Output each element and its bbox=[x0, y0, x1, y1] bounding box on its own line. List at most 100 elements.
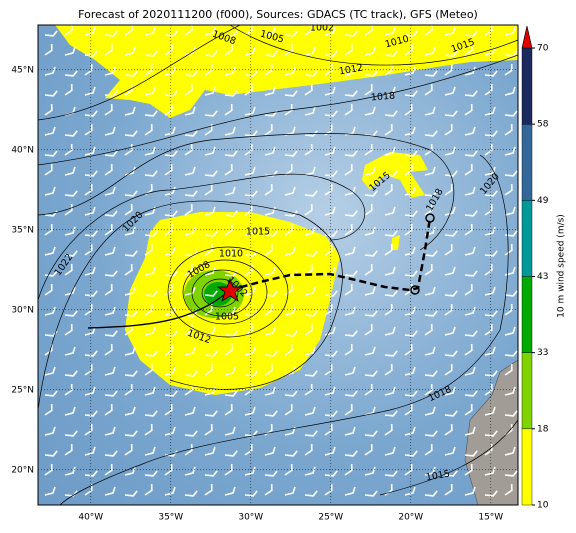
wind-barb bbox=[204, 470, 218, 477]
wind-barb bbox=[244, 25, 253, 36]
wind-barb bbox=[304, 490, 318, 497]
wind-barb bbox=[384, 170, 398, 177]
wind-barb bbox=[184, 346, 196, 356]
track-forecast bbox=[229, 217, 432, 292]
wind-barb bbox=[324, 470, 338, 477]
wind-barb bbox=[344, 486, 356, 496]
wind-barb bbox=[384, 266, 396, 276]
wind-barb bbox=[104, 66, 116, 76]
wind-barb bbox=[64, 46, 76, 56]
wind-barb bbox=[264, 184, 273, 196]
wind-barb bbox=[144, 304, 153, 316]
wind-barb bbox=[264, 290, 278, 297]
wind-barb bbox=[404, 330, 418, 337]
wind-barb bbox=[124, 190, 138, 197]
wind-barb bbox=[44, 126, 56, 136]
wind-barb bbox=[84, 206, 96, 216]
wind-barb bbox=[324, 350, 338, 357]
wind-barb bbox=[484, 25, 493, 36]
wind-barb bbox=[144, 446, 156, 456]
wind-barb bbox=[424, 324, 433, 336]
wind-barb bbox=[464, 330, 478, 337]
wind-barb bbox=[464, 426, 476, 436]
wind-barb bbox=[504, 110, 518, 117]
wind-barb bbox=[164, 104, 173, 116]
wind-barb bbox=[164, 366, 176, 376]
wind-barb bbox=[504, 50, 518, 57]
wind-barb bbox=[204, 26, 216, 36]
wind-barb bbox=[304, 286, 316, 296]
wind-barb bbox=[364, 430, 378, 437]
wind-barb bbox=[264, 230, 278, 237]
wind-barb bbox=[84, 350, 98, 357]
wind-barb bbox=[284, 164, 293, 176]
wind-barb bbox=[124, 430, 138, 437]
wind-barb bbox=[264, 304, 273, 316]
wind-barb bbox=[404, 404, 413, 416]
wind-barb bbox=[124, 370, 138, 377]
wind-barb bbox=[184, 46, 196, 56]
wind-barb bbox=[464, 366, 476, 376]
wind-barb bbox=[184, 324, 193, 336]
wind-barb bbox=[244, 346, 256, 356]
wind-barb bbox=[504, 206, 516, 216]
wind-barb bbox=[164, 246, 176, 256]
wind-barb bbox=[384, 50, 398, 57]
wind-barb bbox=[284, 450, 298, 457]
wind-barb bbox=[184, 430, 198, 437]
wind-barb bbox=[364, 444, 373, 456]
wind-barb bbox=[444, 86, 456, 96]
wind-barb bbox=[304, 70, 318, 77]
wind-barb bbox=[304, 370, 318, 377]
wind-barb bbox=[204, 230, 218, 237]
colorbar-segment bbox=[521, 276, 533, 353]
wind-barb bbox=[224, 390, 238, 397]
wind-barb bbox=[244, 286, 256, 296]
wind-barb bbox=[484, 324, 493, 336]
wind-barb bbox=[84, 484, 93, 496]
wind-barb bbox=[364, 226, 376, 236]
wind-barb bbox=[444, 50, 458, 57]
wind-barb bbox=[504, 364, 513, 376]
wind-barb bbox=[244, 250, 258, 257]
colorbar-tick-label: 18 bbox=[537, 424, 549, 434]
wind-barb bbox=[424, 46, 436, 56]
wind-barb bbox=[64, 324, 73, 336]
wind-barb bbox=[344, 246, 356, 256]
wind-barb bbox=[424, 384, 433, 396]
wind-barb bbox=[164, 66, 176, 76]
wind-barb bbox=[504, 290, 518, 297]
wind-barb bbox=[184, 370, 198, 377]
wind-barb bbox=[324, 386, 336, 396]
wind-barb bbox=[84, 110, 98, 117]
wind-barb bbox=[244, 466, 256, 476]
wind-barb bbox=[264, 446, 276, 456]
wind-barb bbox=[104, 464, 113, 476]
wind-barb bbox=[424, 490, 438, 497]
wind-barb bbox=[484, 370, 498, 377]
wind-barb bbox=[284, 44, 293, 56]
wind-barb bbox=[504, 170, 518, 177]
wind-barb bbox=[464, 404, 473, 416]
wind-barb bbox=[144, 110, 158, 117]
wind-barb bbox=[324, 170, 338, 177]
wind-barb bbox=[404, 90, 418, 97]
wind-barb bbox=[444, 424, 453, 436]
wind-barb bbox=[464, 210, 478, 217]
wind-barb bbox=[104, 330, 118, 337]
wind-barb bbox=[424, 144, 433, 156]
y-tick-label: 45°N bbox=[11, 65, 34, 75]
wind-barb bbox=[164, 126, 176, 136]
wind-barb bbox=[304, 310, 318, 317]
wind-barb bbox=[44, 450, 58, 457]
wind-barb bbox=[244, 106, 256, 116]
wind-barb bbox=[404, 164, 413, 176]
wind-barb bbox=[304, 324, 313, 336]
wind-barb bbox=[204, 424, 213, 436]
wind-barb bbox=[144, 470, 158, 477]
wind-barb bbox=[64, 166, 76, 176]
wind-barb bbox=[464, 30, 478, 37]
wind-barb bbox=[244, 384, 253, 396]
wind-barb bbox=[304, 46, 316, 56]
wind-barb bbox=[444, 266, 456, 276]
